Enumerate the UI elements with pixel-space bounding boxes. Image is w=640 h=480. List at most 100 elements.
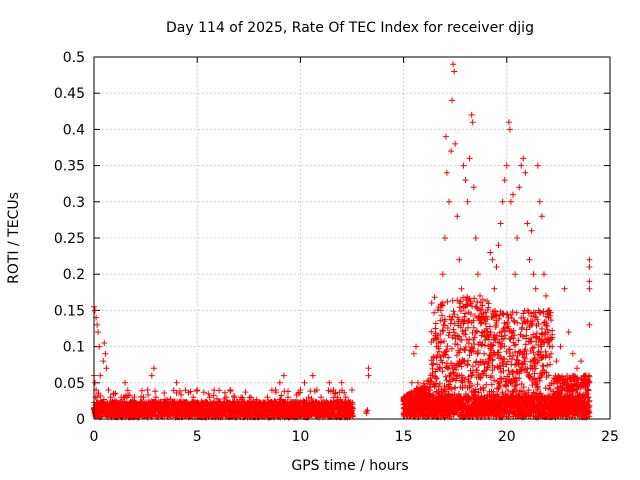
data-point bbox=[443, 169, 450, 176]
data-point bbox=[417, 394, 424, 401]
x-tick-label: 25 bbox=[601, 429, 619, 445]
x-tick-label: 0 bbox=[90, 429, 99, 445]
data-point bbox=[100, 358, 107, 365]
data-point bbox=[190, 394, 197, 401]
data-point bbox=[132, 408, 139, 415]
axis-ticks: 0 0.05 0.1 0.15 0.2 0.25 0.3 0.35 0.4 0.45 0.5 0 5 10… bbox=[54, 50, 619, 445]
data-point bbox=[107, 394, 114, 401]
data-point bbox=[330, 387, 337, 393]
data-point bbox=[214, 405, 221, 412]
data-point bbox=[582, 372, 589, 379]
data-point bbox=[439, 271, 446, 278]
data-point bbox=[415, 379, 421, 386]
data-point bbox=[448, 148, 455, 155]
data-point bbox=[346, 401, 353, 408]
data-point bbox=[510, 191, 516, 198]
data-point bbox=[586, 278, 593, 285]
data-point bbox=[516, 184, 523, 191]
data-point bbox=[364, 407, 371, 414]
plot-frame bbox=[93, 56, 611, 420]
data-point bbox=[586, 379, 593, 386]
data-points bbox=[91, 61, 593, 417]
data-point bbox=[450, 61, 457, 68]
x-tick-label: 10 bbox=[291, 429, 309, 445]
data-point bbox=[95, 329, 102, 336]
data-point bbox=[586, 264, 593, 270]
data-point bbox=[109, 401, 116, 408]
data-point bbox=[231, 394, 238, 401]
data-point bbox=[462, 177, 469, 184]
data-point bbox=[206, 394, 213, 401]
data-point bbox=[458, 285, 465, 292]
data-point bbox=[365, 365, 372, 372]
data-point bbox=[97, 372, 104, 379]
data-point bbox=[433, 343, 440, 350]
data-point bbox=[202, 408, 209, 415]
data-point bbox=[227, 387, 234, 393]
data-point bbox=[561, 285, 568, 292]
data-point bbox=[474, 271, 481, 278]
data-point bbox=[400, 401, 407, 408]
data-point bbox=[472, 235, 479, 241]
data-point bbox=[268, 401, 275, 408]
data-point bbox=[437, 307, 444, 314]
data-point bbox=[148, 372, 155, 379]
data-point bbox=[313, 387, 320, 393]
data-point bbox=[115, 401, 122, 408]
data-point bbox=[491, 285, 498, 292]
dense-cloud-markers bbox=[91, 292, 593, 421]
data-point bbox=[92, 307, 98, 314]
data-point bbox=[219, 401, 225, 408]
y-tick-label: 0.1 bbox=[63, 340, 85, 356]
data-point bbox=[449, 97, 456, 104]
data-point bbox=[470, 184, 477, 191]
data-point bbox=[553, 358, 560, 365]
y-axis-title: ROTI / TECUs bbox=[6, 192, 22, 284]
data-point bbox=[144, 387, 151, 393]
data-point bbox=[499, 198, 506, 205]
data-point bbox=[177, 401, 184, 408]
y-tick-label: 0.15 bbox=[54, 303, 85, 319]
data-point bbox=[280, 372, 287, 379]
data-point bbox=[483, 372, 490, 379]
data-point bbox=[198, 401, 205, 408]
data-point bbox=[530, 271, 537, 278]
data-point bbox=[181, 405, 188, 412]
data-point bbox=[169, 408, 176, 415]
data-point bbox=[326, 379, 333, 386]
data-point bbox=[165, 401, 172, 408]
data-point bbox=[481, 350, 488, 357]
grid-lines bbox=[94, 57, 610, 419]
data-point bbox=[260, 401, 267, 408]
data-point bbox=[128, 401, 135, 408]
y-tick-label: 0.5 bbox=[63, 50, 85, 66]
data-point bbox=[497, 220, 504, 227]
data-point bbox=[111, 408, 118, 415]
data-point bbox=[586, 321, 593, 328]
data-point bbox=[487, 249, 494, 256]
data-point bbox=[363, 410, 370, 417]
data-point bbox=[522, 169, 529, 176]
data-point bbox=[318, 394, 324, 401]
data-point bbox=[429, 372, 436, 379]
data-point bbox=[243, 401, 250, 408]
x-tick-label: 5 bbox=[193, 429, 202, 445]
data-point bbox=[161, 405, 168, 412]
y-tick-label: 0.35 bbox=[54, 159, 85, 175]
data-point bbox=[524, 220, 531, 227]
data-point bbox=[446, 198, 452, 205]
data-point bbox=[541, 271, 547, 278]
data-point bbox=[247, 394, 254, 401]
data-point bbox=[442, 133, 449, 140]
data-point bbox=[518, 162, 525, 169]
data-point bbox=[468, 111, 475, 118]
data-point bbox=[501, 177, 508, 184]
data-point bbox=[464, 198, 471, 205]
data-point bbox=[99, 401, 106, 408]
x-axis-title: GPS time / hours bbox=[291, 458, 408, 474]
data-point bbox=[264, 394, 271, 401]
x-tick-label: 15 bbox=[395, 429, 413, 445]
data-point bbox=[538, 213, 545, 220]
data-point bbox=[413, 343, 419, 350]
data-point bbox=[408, 379, 415, 386]
